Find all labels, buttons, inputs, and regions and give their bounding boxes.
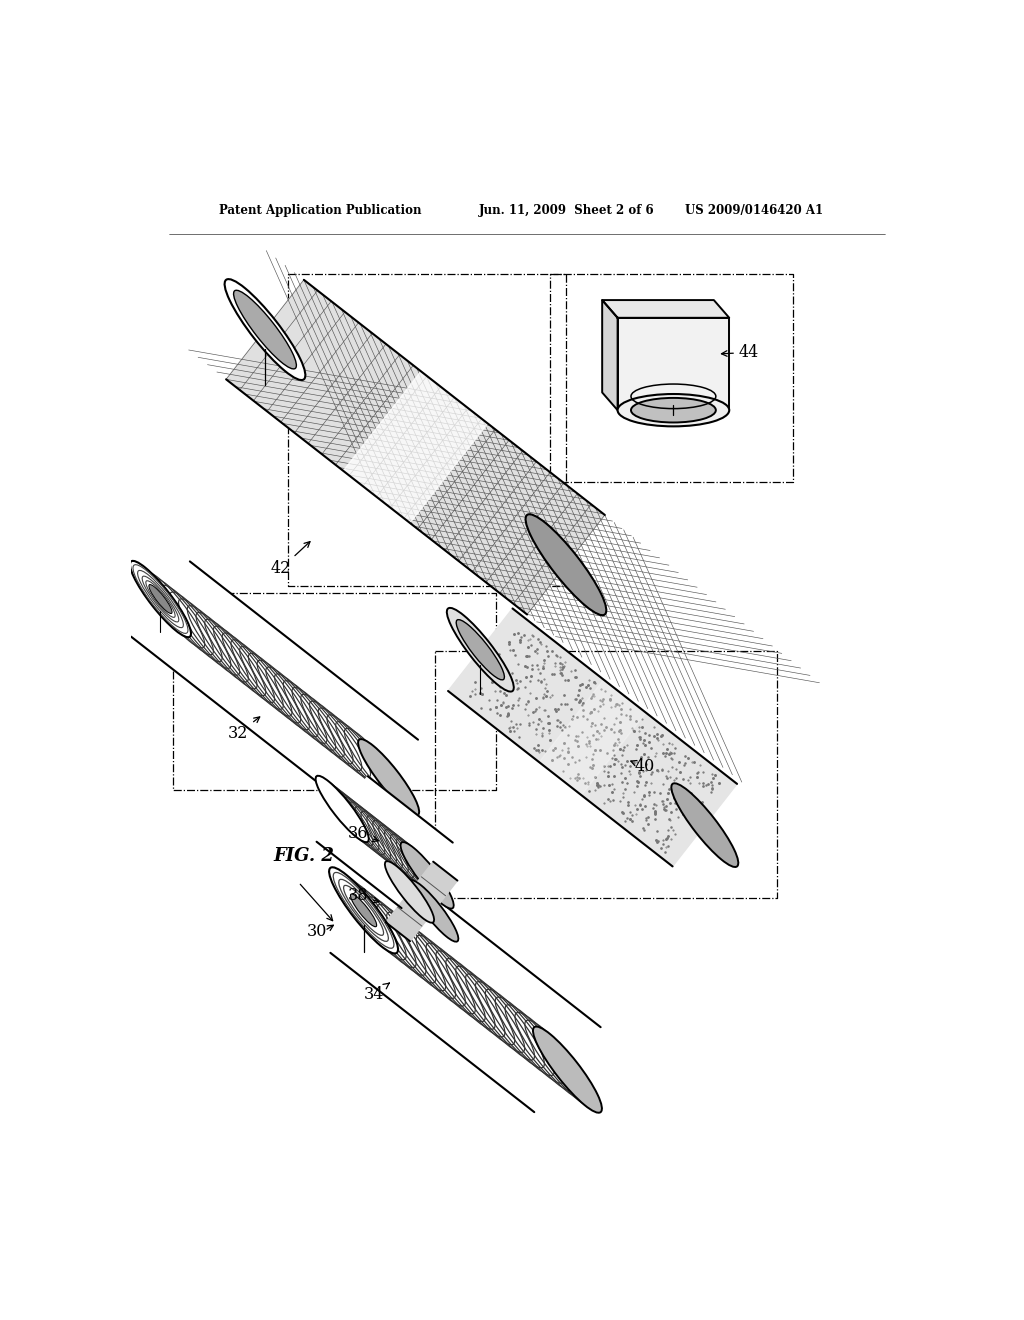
Text: 36: 36 xyxy=(347,825,379,842)
Polygon shape xyxy=(602,300,617,411)
Text: 32: 32 xyxy=(228,717,260,742)
Ellipse shape xyxy=(315,776,369,842)
Polygon shape xyxy=(449,609,737,866)
Ellipse shape xyxy=(233,290,296,368)
Ellipse shape xyxy=(148,585,172,614)
Ellipse shape xyxy=(224,279,305,380)
Text: Patent Application Publication: Patent Application Publication xyxy=(219,205,422,218)
Polygon shape xyxy=(602,300,729,318)
Ellipse shape xyxy=(631,397,716,422)
Ellipse shape xyxy=(525,515,606,615)
Text: 34: 34 xyxy=(364,983,389,1003)
Ellipse shape xyxy=(385,861,434,923)
Polygon shape xyxy=(386,862,458,941)
Text: 30: 30 xyxy=(307,923,327,940)
Text: US 2009/0146420 A1: US 2009/0146420 A1 xyxy=(685,205,823,218)
Text: 40: 40 xyxy=(631,758,655,775)
Ellipse shape xyxy=(130,561,191,638)
Text: 42: 42 xyxy=(270,541,310,577)
Polygon shape xyxy=(539,680,646,795)
Ellipse shape xyxy=(457,619,505,680)
Ellipse shape xyxy=(410,880,459,941)
Polygon shape xyxy=(226,280,605,615)
Polygon shape xyxy=(343,371,487,523)
Ellipse shape xyxy=(617,393,729,426)
Polygon shape xyxy=(316,776,453,908)
Text: 44: 44 xyxy=(722,345,759,360)
Ellipse shape xyxy=(400,842,454,908)
Text: FIG. 2: FIG. 2 xyxy=(273,847,334,866)
Ellipse shape xyxy=(672,783,738,867)
Polygon shape xyxy=(617,318,729,411)
Polygon shape xyxy=(131,561,418,814)
Text: 38: 38 xyxy=(347,887,379,904)
Ellipse shape xyxy=(532,1027,602,1113)
Text: Jun. 11, 2009  Sheet 2 of 6: Jun. 11, 2009 Sheet 2 of 6 xyxy=(479,205,655,218)
Ellipse shape xyxy=(350,894,377,927)
Polygon shape xyxy=(331,867,601,1113)
Ellipse shape xyxy=(446,609,514,692)
Ellipse shape xyxy=(329,867,398,953)
Ellipse shape xyxy=(358,739,419,816)
